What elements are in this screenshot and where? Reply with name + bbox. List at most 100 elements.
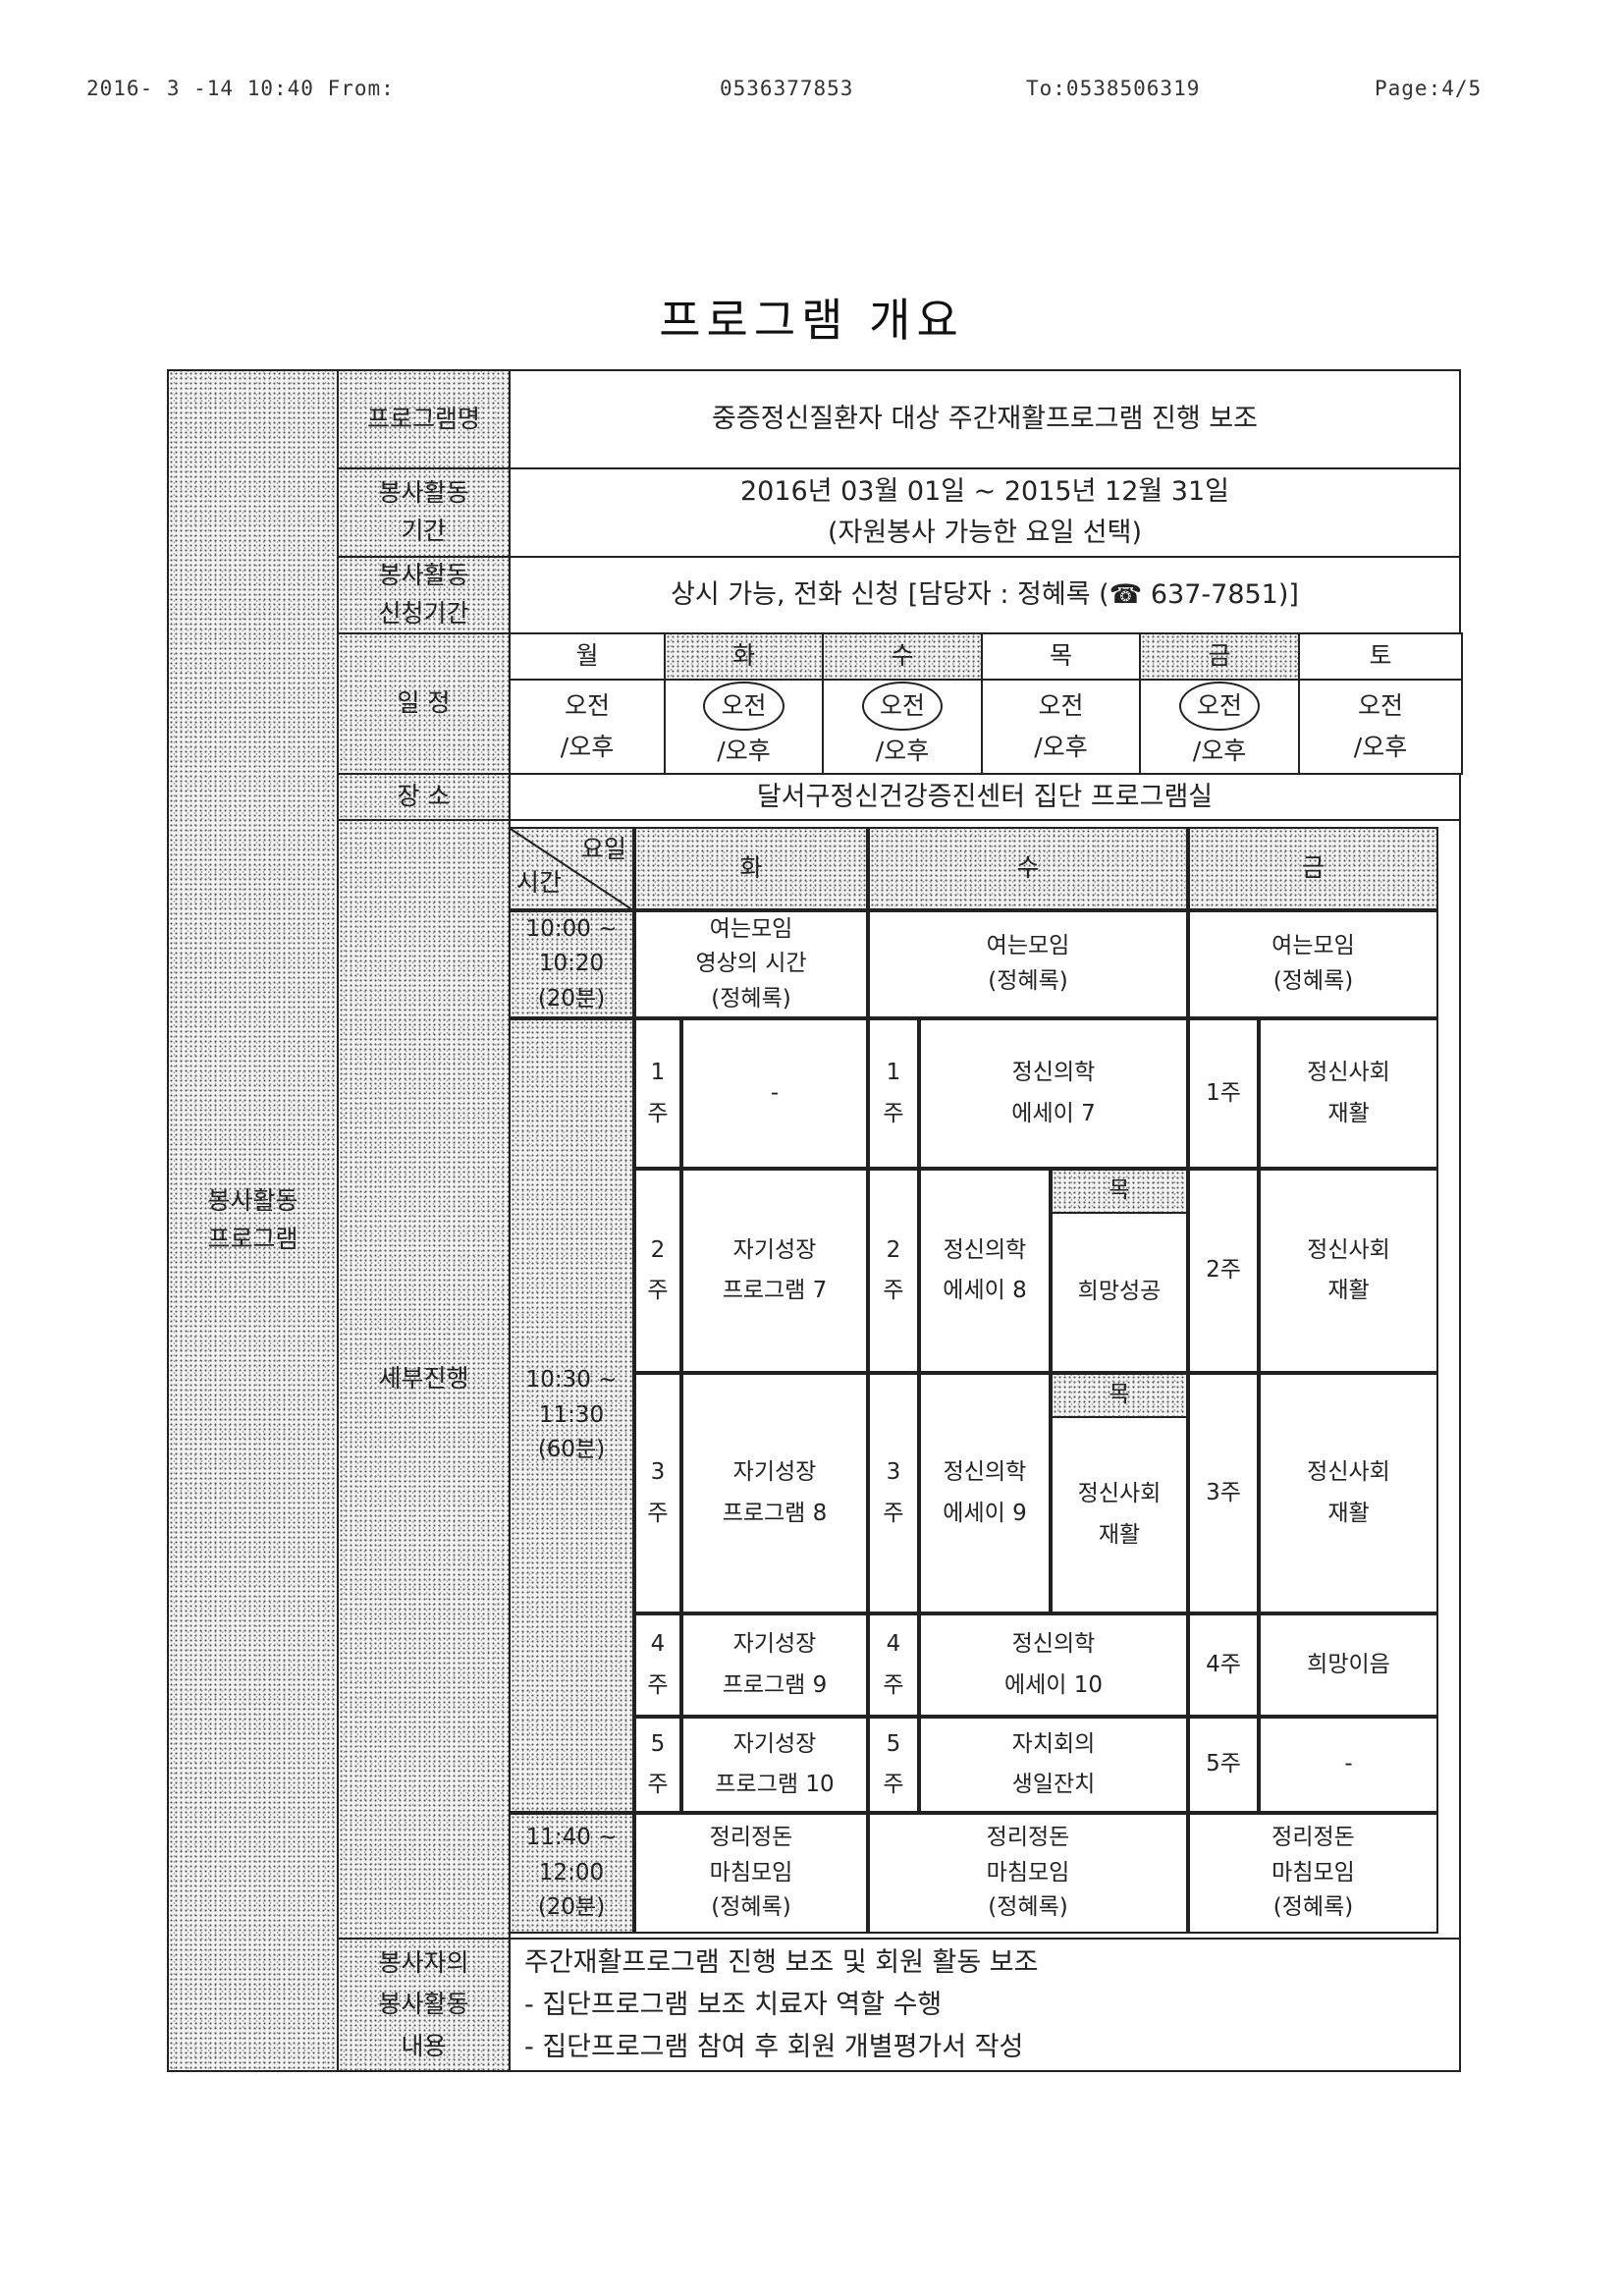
closing-wed-text: (정혜록)	[988, 1894, 1068, 1921]
opening-tue-text: 여는모임	[709, 915, 793, 942]
week-num-tue-text: 주	[647, 1100, 669, 1126]
label-period-text: 봉사활동	[378, 478, 469, 508]
time-main-text: (60분)	[537, 1437, 606, 1463]
program-thu: 희망성공	[1051, 1212, 1188, 1373]
week-num-tue-text: 2	[650, 1236, 666, 1263]
program-tue: 자기성장 프로그램 10	[681, 1717, 868, 1813]
program-wed-text: 에세이 7	[1011, 1100, 1096, 1126]
label-schedule: 일 정	[337, 632, 511, 775]
program-wed-text: 자치회의	[1011, 1730, 1096, 1757]
period-value-text: 2016년 03월 01일 ~ 2015년 12월 31일	[739, 476, 1229, 508]
time-closing-text: 11:40 ~	[525, 1825, 618, 1851]
period-value: 2016년 03월 01일 ~ 2015년 12월 31일 (자원봉사 가능한 요…	[509, 467, 1461, 558]
program-tue-text: 자기성장	[732, 1730, 817, 1757]
fax-from-number: 0536377853	[720, 77, 854, 100]
week-num-wed-text: 4	[886, 1631, 901, 1658]
day-header-thu-text: 목	[1109, 1177, 1130, 1204]
schedule-ampm-0-text: 오전	[564, 690, 610, 720]
schedule-ampm-1-text: 오전	[703, 681, 784, 731]
corner-day-label: 요일	[580, 835, 626, 863]
opening-tue-text: (정혜록)	[711, 985, 791, 1011]
program-tue: -	[681, 1018, 868, 1169]
period-value-text: (자원봉사 가능한 요일 선택)	[827, 518, 1143, 548]
week-num-wed-text: 주	[883, 1772, 904, 1797]
day-header-fri-text: 금	[1301, 853, 1325, 883]
label-place: 장 소	[337, 773, 511, 821]
schedule-ampm-1-text: /오후	[717, 737, 771, 765]
program-wed: 정신의학 에세이 10	[919, 1613, 1188, 1717]
program-fri-text: 희망이음	[1307, 1651, 1390, 1677]
program-wed-text: 에세이 10	[1003, 1671, 1104, 1698]
program-fri-text: 정신사회	[1307, 1236, 1390, 1263]
week-num-fri: 5주	[1188, 1717, 1259, 1813]
program-fri-text: -	[1344, 1751, 1353, 1777]
closing-tue-text: 정리정돈	[709, 1825, 793, 1851]
schedule-ampm-1: 오전/오후	[664, 679, 824, 775]
label-period-text: 기간	[401, 517, 447, 545]
schedule-ampm-4-text: /오후	[1192, 737, 1247, 765]
closing-fri-text: 마침모임	[1271, 1859, 1355, 1886]
program-tue-text: 자기성장	[732, 1236, 817, 1263]
schedule-day-5-text: 토	[1369, 641, 1392, 671]
schedule-day-5: 토	[1298, 632, 1463, 681]
label-detail: 세부진행	[337, 819, 511, 1940]
week-num-tue-text: 주	[647, 1500, 669, 1526]
program-fri-text: 정신사회	[1307, 1459, 1390, 1486]
week-num-tue-text: 주	[647, 1772, 669, 1797]
label-content-text: 봉사활동	[378, 1990, 469, 2019]
week-num-wed-text: 3	[886, 1459, 901, 1486]
program-wed-text: 에세이 8	[943, 1278, 1027, 1303]
closing-fri-text: (정혜록)	[1272, 1894, 1354, 1921]
program-fri-text: 정신사회	[1307, 1060, 1390, 1086]
content-value-text: - 집단프로그램 참여 후 회원 개별평가서 작성	[524, 2032, 1024, 2063]
day-header-tue-text: 화	[739, 853, 763, 883]
time-closing-text: (20분)	[537, 1894, 606, 1921]
diagonal-line	[511, 829, 636, 912]
schedule-ampm-0-text: /오후	[560, 733, 615, 761]
content-value-text: 주간재활프로그램 진행 보조 및 회원 활동 보조	[524, 1946, 1039, 1978]
program-tue-text: 프로그램 8	[722, 1500, 828, 1526]
time-opening-text: 10:20	[538, 951, 605, 977]
label-program-name-text: 프로그램명	[366, 404, 480, 433]
side-label-program-text: 봉사활동	[207, 1186, 298, 1216]
timetable-corner: 요일 시간	[509, 827, 636, 912]
week-num-tue-text: 4	[650, 1631, 666, 1658]
program-tue-text: 프로그램 7	[722, 1278, 828, 1303]
program-fri-text: 재활	[1327, 1500, 1370, 1526]
program-wed-text: 에세이 9	[943, 1500, 1027, 1526]
schedule-day-2-text: 수	[891, 641, 914, 671]
week-num-fri: 2주	[1188, 1169, 1259, 1373]
schedule-day-2: 수	[822, 632, 983, 681]
program-name-value: 중증정신질환자 대상 주간재활프로그램 진행 보조	[509, 369, 1461, 469]
program-tue: 자기성장 프로그램 8	[681, 1373, 868, 1613]
schedule-day-4: 금	[1139, 632, 1300, 681]
program-wed-text: 정신의학	[943, 1236, 1027, 1263]
time-main-text: 11:30	[538, 1401, 605, 1428]
schedule-ampm-4-text: 오전	[1178, 681, 1260, 731]
schedule-ampm-4: 오전/오후	[1139, 679, 1300, 775]
label-application-text: 신청기간	[378, 599, 469, 628]
program-wed-text: 생일잔치	[1011, 1772, 1096, 1797]
fax-to-number: To:0538506319	[1026, 77, 1201, 100]
side-label-program: 봉사활동 프로그램	[167, 369, 339, 2072]
closing-tue-text: 마침모임	[709, 1859, 793, 1886]
program-wed-text: 정신의학	[943, 1459, 1027, 1486]
closing-tue: 정리정돈 마침모임 (정혜록)	[634, 1813, 868, 1934]
fax-page: Page:4/5	[1375, 77, 1483, 100]
week-num-tue-text: 3	[650, 1459, 666, 1486]
program-thu-text: 정신사회	[1077, 1481, 1162, 1507]
page-title: 프로그램 개요	[659, 294, 964, 347]
time-main-text: 10:30 ~	[525, 1367, 618, 1394]
week-num-wed-text: 주	[883, 1100, 904, 1126]
label-place-text: 장 소	[397, 782, 451, 811]
opening-fri-text: (정혜록)	[1272, 968, 1354, 994]
